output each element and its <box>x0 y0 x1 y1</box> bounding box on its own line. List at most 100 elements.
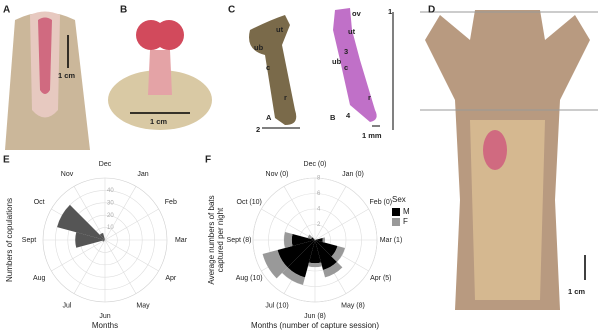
month-label: Aug <box>33 275 46 282</box>
part-label: ov <box>352 9 362 18</box>
spoke <box>314 186 347 241</box>
part-label: 4 <box>346 111 351 120</box>
part-label: 3 <box>344 47 348 56</box>
part-label: ub <box>254 43 264 52</box>
spoke <box>261 208 316 241</box>
part-label: B <box>330 113 336 122</box>
part-label: r <box>284 93 287 102</box>
month-label: May (8) <box>341 303 365 310</box>
photo-c <box>249 8 394 130</box>
part-label: ut <box>348 27 356 36</box>
month-label: Feb <box>165 199 177 206</box>
wedge <box>291 233 315 247</box>
wedge <box>307 262 323 268</box>
month-label: Jun (8) <box>304 313 326 320</box>
scale-label: 1 mm <box>362 131 382 140</box>
wedge <box>331 246 345 262</box>
y-axis-label: Average numbers of bats <box>207 195 216 284</box>
month-label: Apr <box>165 275 177 282</box>
month-label: Aug (10) <box>236 275 263 282</box>
wedge <box>277 240 315 268</box>
wedge <box>323 261 343 278</box>
spoke <box>73 186 106 241</box>
legend-swatch <box>392 218 400 226</box>
wedge <box>308 240 322 264</box>
legend-swatch <box>392 208 400 216</box>
spoke <box>73 239 106 294</box>
spoke <box>104 239 137 294</box>
part-label: ub <box>332 57 342 66</box>
month-label: Sept <box>22 237 36 244</box>
y-axis-label: captured per night <box>216 207 225 272</box>
scale-label: 1 cm <box>58 71 75 80</box>
legend-label: M <box>403 207 410 216</box>
wedge <box>315 237 323 243</box>
panel-label: E <box>3 155 10 166</box>
month-label: Mar (1) <box>380 237 403 244</box>
panel-label: F <box>205 155 211 166</box>
wedge <box>284 231 293 249</box>
month-label: Oct (10) <box>237 199 262 206</box>
photo-d <box>420 10 598 310</box>
part-label: 1 <box>388 7 392 16</box>
month-label: Nov (0) <box>266 171 289 178</box>
legend-title: Sex <box>392 195 406 204</box>
panel-label: B <box>120 5 127 16</box>
month-label: Dec (0) <box>304 161 327 168</box>
wedge <box>307 234 313 239</box>
panel-label: A <box>3 5 10 16</box>
x-axis-label: Months (number of capture session) <box>251 321 379 330</box>
month-label: May <box>136 303 150 310</box>
r-tick-label: 40 <box>107 188 114 194</box>
wedge <box>262 250 288 279</box>
month-label: Jul (10) <box>265 303 288 310</box>
r-tick-label: 6 <box>317 191 321 197</box>
part-label: r <box>368 93 371 102</box>
spoke <box>104 208 159 241</box>
part-label: ut <box>276 25 284 34</box>
month-label: Nov <box>61 171 74 178</box>
x-axis-label: Months <box>92 321 118 330</box>
wedge <box>315 240 338 257</box>
r-tick-label: 4 <box>317 207 321 213</box>
spoke <box>314 208 369 241</box>
month-label: Jan <box>137 171 148 178</box>
month-label: Sept (8) <box>227 237 252 244</box>
month-label: Oct <box>34 199 45 206</box>
month-label: Jun <box>99 313 110 320</box>
wedge <box>282 267 305 285</box>
photo-a <box>5 11 90 150</box>
part-label: c <box>266 63 270 72</box>
wedge <box>287 240 315 278</box>
part-label: c <box>344 63 348 72</box>
wedge <box>102 240 105 242</box>
r-tick-label: 2 <box>317 222 321 228</box>
spoke <box>104 186 137 241</box>
wedge <box>311 237 315 240</box>
photo-b <box>108 20 212 130</box>
month-label: Apr (5) <box>370 275 391 282</box>
part-label: A <box>266 113 272 122</box>
scale-label: 1 cm <box>568 287 585 296</box>
r-tick-label: 20 <box>107 213 114 219</box>
y-axis-label: Numbers of copulations <box>5 198 14 282</box>
wedge <box>315 240 337 270</box>
month-label: Dec <box>99 161 112 168</box>
spoke <box>51 239 106 272</box>
wedge <box>322 237 326 243</box>
wedge <box>57 204 105 240</box>
part-label: 2 <box>256 125 260 134</box>
spoke <box>104 239 159 272</box>
wedge <box>75 232 105 248</box>
r-tick-label: 8 <box>317 176 321 182</box>
month-label: Jul <box>63 303 72 310</box>
spoke <box>283 186 316 241</box>
month-label: Jan (0) <box>342 171 364 178</box>
wedge <box>99 232 105 240</box>
r-tick-label: 30 <box>107 200 114 206</box>
month-label: Mar <box>175 237 188 244</box>
legend-label: F <box>403 217 408 226</box>
scale-label: 1 cm <box>150 117 167 126</box>
